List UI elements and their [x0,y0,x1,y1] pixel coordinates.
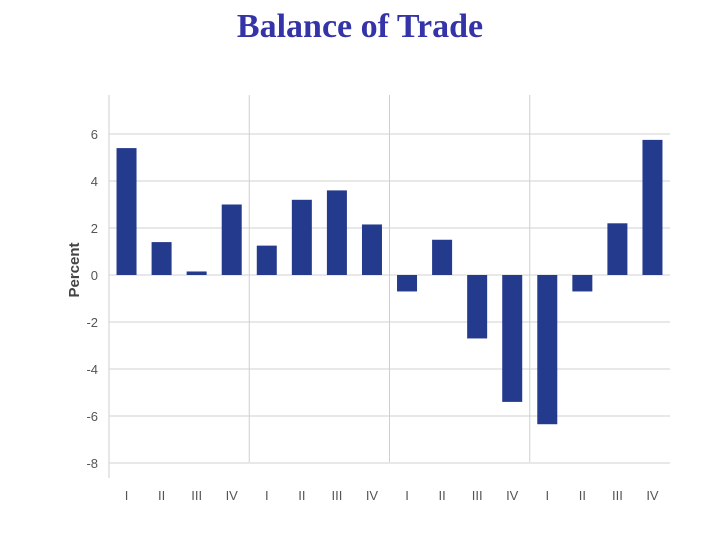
y-tick-labels: 6 4 2 0 -2 -4 -6 -8 [86,127,98,471]
bar [502,275,523,402]
bars [116,139,663,425]
bar [361,224,382,275]
x-tick-label: II [298,488,305,503]
x-tick-label: II [438,488,445,503]
y-tick-label: 0 [91,268,98,283]
y-tick-label: -8 [86,456,98,471]
y-tick-label: 4 [91,174,98,189]
x-tick-label: IV [366,488,379,503]
bar [256,245,277,275]
chart-title: Balance of Trade [236,8,484,45]
y-tick-label: -6 [86,409,98,424]
x-tick-label: I [545,488,549,503]
bar [186,271,207,275]
x-tick-label: III [191,488,202,503]
x-tick-label: IV [646,488,659,503]
bar [572,275,593,292]
bar [642,139,663,275]
bar [467,275,488,339]
bar [116,148,137,275]
y-tick-label: 6 [91,127,98,142]
bar [291,199,312,275]
bar [151,242,172,275]
x-tick-label: I [405,488,409,503]
x-tick-label: III [612,488,623,503]
y-axis-label: Percent [66,242,83,297]
y-tick-label: -2 [86,315,98,330]
bar [326,190,347,275]
x-tick-label: II [579,488,586,503]
x-tick-label: IV [506,488,519,503]
grid-lines [108,95,670,478]
x-tick-label: II [158,488,165,503]
x-tick-label: I [265,488,269,503]
x-tick-label: III [331,488,342,503]
x-tick-label: I [125,488,129,503]
x-tick-label: IV [226,488,239,503]
bar [397,275,418,292]
y-tick-label: 2 [91,221,98,236]
bar [607,223,628,275]
bar [537,275,558,425]
y-tick-label: -4 [86,362,98,377]
bar [432,239,453,275]
x-tick-label: III [472,488,483,503]
x-tick-labels: I II III IV I II III IV I II III IV I II III IV [125,488,659,503]
bar [221,204,242,275]
